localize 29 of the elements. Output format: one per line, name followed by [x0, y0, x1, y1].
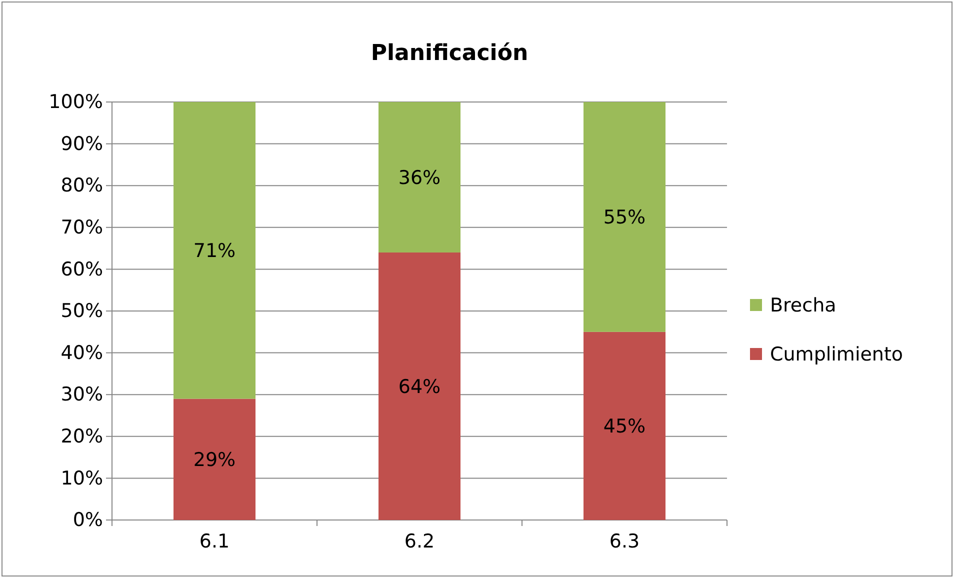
y-tick-label: 0% — [72, 509, 103, 532]
bar — [584, 102, 666, 332]
legend-label: Cumplimiento — [770, 344, 904, 366]
data-label: 45% — [603, 416, 646, 438]
y-tick-label: 90% — [60, 132, 103, 155]
y-tick-label: 70% — [60, 216, 103, 238]
chart-title: Planificación — [370, 41, 528, 66]
y-tick-label: 100% — [48, 91, 103, 114]
y-tick-label: 50% — [60, 300, 103, 322]
y-tick-label: 40% — [60, 342, 103, 364]
data-label: 64% — [398, 376, 441, 398]
bar — [174, 398, 256, 520]
y-tick-label: 30% — [60, 384, 103, 406]
bar — [584, 332, 666, 520]
y-tick-label: 80% — [60, 174, 103, 197]
legend-label: Brecha — [770, 294, 836, 317]
y-tick-label: 10% — [60, 467, 103, 490]
x-tick-label: 6.3 — [609, 530, 640, 553]
data-label: 36% — [398, 166, 441, 189]
y-tick-label: 20% — [60, 425, 103, 448]
bar — [174, 102, 256, 399]
bar — [378, 252, 460, 520]
y-tick-label: 60% — [60, 258, 103, 280]
data-label: 55% — [603, 206, 646, 229]
x-tick-label: 6.1 — [199, 530, 230, 553]
data-label: 71% — [193, 240, 236, 262]
bar — [378, 102, 460, 252]
x-tick-label: 6.2 — [404, 530, 435, 553]
data-label: 29% — [193, 449, 236, 472]
